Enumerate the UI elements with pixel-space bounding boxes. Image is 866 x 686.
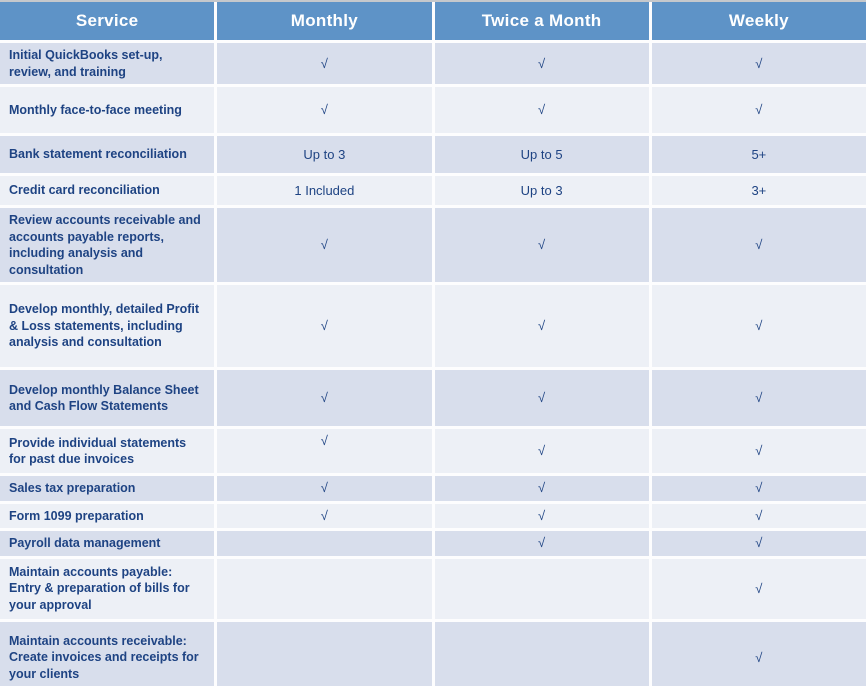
service-cell: Maintain accounts payable: Entry & prepa… bbox=[0, 558, 215, 619]
service-cell: Sales tax preparation bbox=[0, 476, 215, 501]
table-row: Develop monthly, detailed Profit & Loss … bbox=[0, 285, 866, 367]
table-row: Sales tax preparation √ √ √ bbox=[0, 476, 866, 501]
monthly-cell: √ bbox=[217, 476, 432, 501]
monthly-cell bbox=[217, 558, 432, 619]
weekly-cell: 3+ bbox=[651, 176, 866, 205]
weekly-cell: √ bbox=[651, 208, 866, 282]
twice-a-month-cell: √ bbox=[434, 429, 649, 473]
service-cell: Monthly face-to-face meeting bbox=[0, 87, 215, 133]
weekly-cell: √ bbox=[651, 476, 866, 501]
twice-a-month-cell: √ bbox=[434, 503, 649, 528]
column-header-monthly: Monthly bbox=[217, 2, 432, 40]
column-header-service: Service bbox=[0, 2, 215, 40]
table-row: Provide individual statements for past d… bbox=[0, 429, 866, 473]
twice-a-month-cell: √ bbox=[434, 43, 649, 84]
twice-a-month-cell: √ bbox=[434, 370, 649, 426]
table-top-border bbox=[0, 0, 866, 2]
service-cell: Review accounts receivable and accounts … bbox=[0, 208, 215, 282]
weekly-cell: √ bbox=[651, 370, 866, 426]
twice-a-month-cell: √ bbox=[434, 208, 649, 282]
table-body: Initial QuickBooks set-up, review, and t… bbox=[0, 43, 866, 686]
weekly-cell: √ bbox=[651, 43, 866, 84]
table-row: Form 1099 preparation √ √ √ bbox=[0, 503, 866, 528]
service-cell: Develop monthly, detailed Profit & Loss … bbox=[0, 285, 215, 367]
monthly-cell bbox=[217, 531, 432, 556]
service-cell: Bank statement reconciliation bbox=[0, 136, 215, 173]
weekly-cell: √ bbox=[651, 531, 866, 556]
column-header-twice-a-month: Twice a Month bbox=[434, 2, 649, 40]
twice-a-month-cell: √ bbox=[434, 285, 649, 367]
monthly-cell: √ bbox=[217, 503, 432, 528]
twice-a-month-cell: Up to 5 bbox=[434, 136, 649, 173]
table-row: Initial QuickBooks set-up, review, and t… bbox=[0, 43, 866, 84]
table-row: Maintain accounts payable: Entry & prepa… bbox=[0, 558, 866, 619]
twice-a-month-cell: √ bbox=[434, 476, 649, 501]
service-cell: Initial QuickBooks set-up, review, and t… bbox=[0, 43, 215, 84]
twice-a-month-cell: √ bbox=[434, 531, 649, 556]
service-cell: Maintain accounts receivable: Create inv… bbox=[0, 621, 215, 686]
service-cell: Form 1099 preparation bbox=[0, 503, 215, 528]
weekly-cell: √ bbox=[651, 87, 866, 133]
column-header-weekly: Weekly bbox=[651, 2, 866, 40]
service-cell: Provide individual statements for past d… bbox=[0, 429, 215, 473]
monthly-cell bbox=[217, 621, 432, 686]
weekly-cell: √ bbox=[651, 558, 866, 619]
table-header-row: Service Monthly Twice a Month Weekly bbox=[0, 2, 866, 40]
table-row: Maintain accounts receivable: Create inv… bbox=[0, 621, 866, 686]
table-row: Bank statement reconciliation Up to 3 Up t… bbox=[0, 136, 866, 173]
twice-a-month-cell: √ bbox=[434, 87, 649, 133]
monthly-cell: √ bbox=[217, 370, 432, 426]
monthly-cell: 1 Included bbox=[217, 176, 432, 205]
service-cell: Develop monthly Balance Sheet and Cash F… bbox=[0, 370, 215, 426]
weekly-cell: √ bbox=[651, 621, 866, 686]
twice-a-month-cell bbox=[434, 621, 649, 686]
table-row: Monthly face-to-face meeting √ √ √ bbox=[0, 87, 866, 133]
table-row: Develop monthly Balance Sheet and Cash F… bbox=[0, 370, 866, 426]
monthly-cell: √ bbox=[217, 87, 432, 133]
monthly-cell: √ bbox=[217, 285, 432, 367]
weekly-cell: √ bbox=[651, 285, 866, 367]
monthly-cell: √ bbox=[217, 429, 432, 473]
monthly-cell: √ bbox=[217, 43, 432, 84]
weekly-cell: √ bbox=[651, 503, 866, 528]
service-cell: Credit card reconciliation bbox=[0, 176, 215, 205]
table-row: Review accounts receivable and accounts … bbox=[0, 208, 866, 282]
twice-a-month-cell bbox=[434, 558, 649, 619]
monthly-cell: Up to 3 bbox=[217, 136, 432, 173]
weekly-cell: 5+ bbox=[651, 136, 866, 173]
twice-a-month-cell: Up to 3 bbox=[434, 176, 649, 205]
service-cell: Payroll data management bbox=[0, 531, 215, 556]
table-row: Credit card reconciliation 1 Included Up t… bbox=[0, 176, 866, 205]
table-row: Payroll data management √ √ bbox=[0, 531, 866, 556]
monthly-cell: √ bbox=[217, 208, 432, 282]
weekly-cell: √ bbox=[651, 429, 866, 473]
